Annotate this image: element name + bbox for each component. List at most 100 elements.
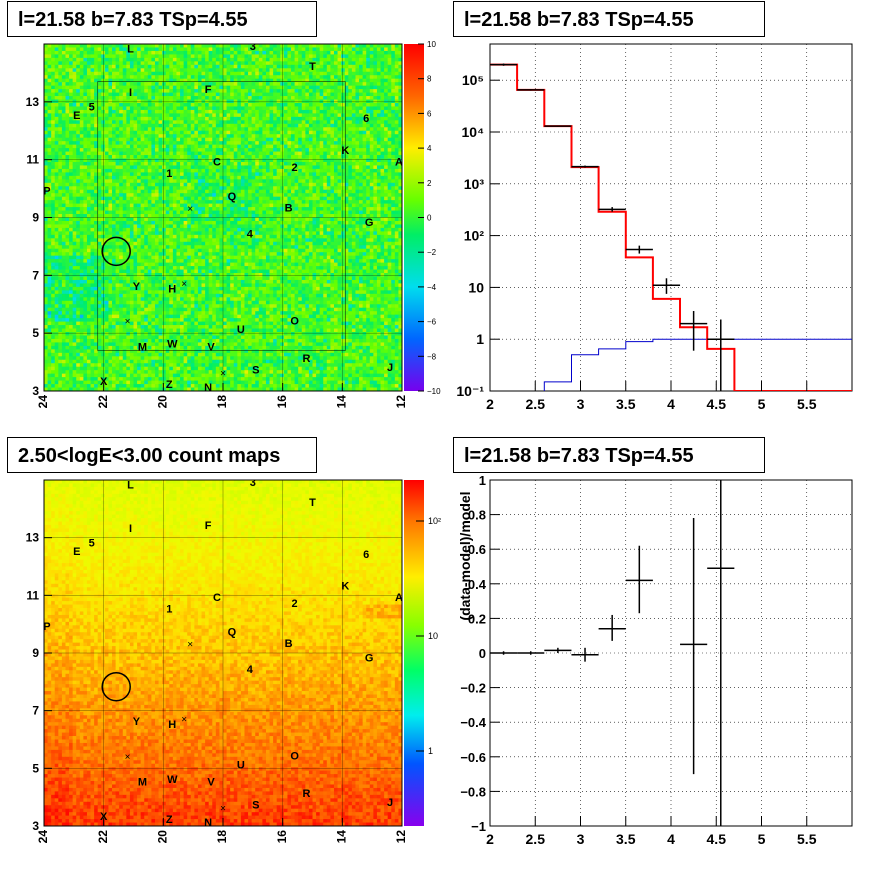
heatmap-cell	[69, 75, 74, 80]
heatmap-cell	[129, 214, 134, 218]
heatmap-cell	[86, 113, 91, 118]
heatmap-cell	[351, 127, 356, 132]
heatmap-cell	[291, 141, 295, 146]
heatmap-cell	[119, 120, 124, 125]
heatmap-cell	[312, 210, 317, 215]
heatmap-cell	[276, 47, 281, 52]
heatmap-cell	[291, 120, 295, 125]
heatmap-cell	[341, 82, 346, 87]
heatmap-cell	[176, 182, 181, 187]
heatmap-cell	[144, 144, 149, 149]
heatmap-cell	[394, 68, 399, 73]
heatmap-cell	[108, 214, 113, 218]
heatmap-cell	[369, 109, 374, 114]
heatmap-cell	[219, 182, 224, 187]
heatmap-cell	[262, 130, 267, 135]
heatmap-cell	[380, 155, 385, 159]
heatmap-cell	[76, 96, 81, 100]
heatmap-cell	[101, 148, 106, 152]
heatmap-cell	[291, 47, 295, 52]
heatmap-cell	[94, 175, 99, 180]
heatmap-cell	[359, 78, 364, 83]
heatmap-cell	[94, 144, 99, 149]
heatmap-cell	[86, 182, 91, 187]
heatmap-cell	[201, 78, 206, 83]
heatmap-cell	[126, 106, 131, 111]
heatmap-cell	[169, 210, 174, 215]
heatmap-cell	[176, 64, 181, 69]
heatmap-cell	[251, 196, 256, 201]
heatmap-cell	[251, 64, 256, 69]
heatmap-cell	[240, 89, 245, 93]
heatmap-cell	[79, 141, 84, 146]
heatmap-cell	[240, 172, 245, 177]
heatmap-cell	[44, 78, 48, 83]
heatmap-cell	[65, 148, 70, 152]
heatmap-cell	[240, 200, 245, 205]
heatmap-cell	[384, 99, 389, 104]
heatmap-cell	[162, 123, 167, 128]
heatmap-cell	[244, 155, 249, 159]
heatmap-cell	[230, 200, 235, 205]
heatmap-cell	[108, 50, 113, 55]
heatmap-cell	[273, 120, 278, 125]
heatmap-cell	[248, 68, 253, 73]
heatmap-cell	[366, 196, 371, 201]
heatmap-cell	[341, 141, 346, 146]
heatmap-cell	[316, 127, 321, 132]
heatmap-cell	[183, 82, 188, 87]
heatmap-cell	[330, 189, 335, 194]
heatmap-cell	[61, 116, 66, 121]
heatmap-cell	[169, 193, 174, 198]
heatmap-cell	[230, 50, 235, 55]
heatmap-cell	[219, 92, 224, 97]
heatmap-cell	[258, 148, 263, 152]
heatmap-cell	[187, 71, 192, 76]
heatmap-cell	[337, 96, 342, 100]
heatmap-cell	[58, 189, 63, 194]
heatmap-cell	[294, 113, 299, 118]
heatmap-cell	[230, 96, 235, 100]
heatmap-cell	[194, 92, 199, 97]
heatmap-cell	[151, 127, 156, 132]
heatmap-cell	[144, 189, 149, 194]
heatmap-cell	[162, 92, 167, 97]
heatmap-cell	[369, 172, 374, 177]
heatmap-cell	[65, 214, 70, 218]
heatmap-cell	[273, 44, 278, 48]
heatmap-cell	[194, 127, 199, 132]
heatmap-cell	[233, 137, 238, 142]
heatmap-cell	[230, 161, 235, 166]
heatmap-cell	[248, 127, 253, 132]
heatmap-cell	[122, 123, 127, 128]
heatmap-cell	[283, 116, 288, 121]
heatmap-cell	[298, 50, 303, 55]
heatmap-cell	[341, 203, 346, 208]
heatmap-cell	[298, 148, 303, 152]
heatmap-cell	[262, 141, 267, 146]
heatmap-cell	[201, 196, 206, 201]
heatmap-cell	[61, 92, 66, 97]
heatmap-cell	[312, 92, 317, 97]
heatmap-cell	[244, 151, 249, 156]
heatmap-cell	[165, 68, 170, 73]
heatmap-cell	[387, 44, 392, 48]
heatmap-cell	[269, 85, 274, 90]
heatmap-cell	[298, 96, 303, 100]
heatmap-cell	[384, 186, 389, 191]
heatmap-cell	[362, 168, 367, 173]
heatmap-cell	[380, 144, 385, 149]
heatmap-cell	[359, 64, 364, 69]
heatmap-cell	[265, 182, 270, 187]
heatmap-cell	[90, 96, 95, 100]
heatmap-cell	[101, 99, 106, 104]
heatmap-cell	[255, 189, 260, 194]
heatmap-cell	[351, 172, 356, 177]
heatmap-cell	[219, 186, 224, 191]
heatmap-cell	[276, 189, 281, 194]
heatmap-cell	[355, 144, 360, 149]
heatmap-cell	[387, 210, 392, 215]
heatmap-cell	[97, 116, 102, 121]
heatmap-cell	[308, 148, 313, 152]
